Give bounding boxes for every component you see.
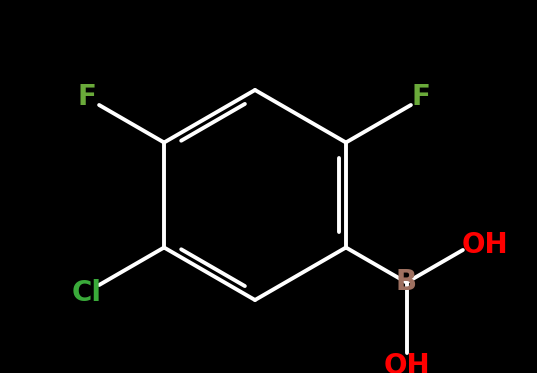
Text: OH: OH (461, 231, 508, 259)
Text: F: F (411, 83, 430, 111)
Text: Cl: Cl (72, 279, 102, 307)
Text: OH: OH (383, 352, 430, 373)
Text: F: F (78, 83, 97, 111)
Text: B: B (396, 269, 417, 297)
